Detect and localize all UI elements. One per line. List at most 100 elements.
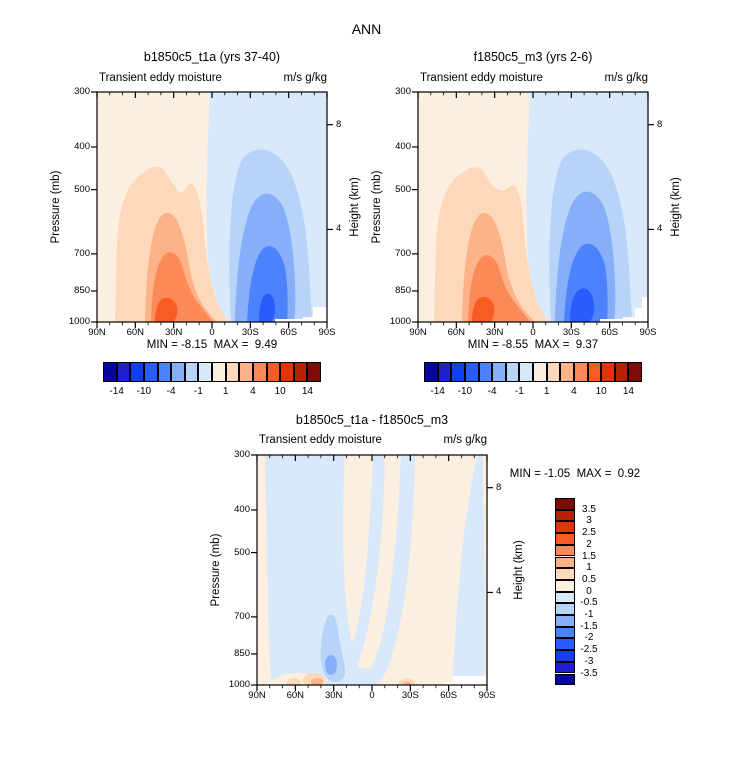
pressure-tick-label: 700: [234, 610, 250, 622]
x-tick-label: 30S: [241, 327, 259, 338]
colorbar-cell: [130, 362, 144, 382]
pressure-tick-label: 700: [74, 247, 90, 259]
colorbar-cell: [239, 362, 253, 382]
colorbar-tick-label: 10: [274, 386, 286, 397]
panel3-minmax: MIN = -1.05 MAX = 0.92: [509, 468, 641, 480]
colorbar-cell: [555, 521, 575, 534]
colorbar-cell: [587, 362, 602, 382]
colorbar-tick-label: 1: [586, 562, 592, 574]
colorbar-cell: [628, 362, 642, 382]
contour-fill-layer: [418, 92, 648, 322]
panel1-field-label: Transient eddy moisture: [99, 72, 222, 84]
pressure-tick-label: 850: [74, 284, 90, 296]
colorbar-tick-label: -3.5: [580, 667, 598, 679]
figure-title: ANN: [351, 21, 382, 37]
colorbar-cell: [171, 362, 185, 382]
panel2-title: f1850c5_m3 (yrs 2-6): [473, 50, 593, 64]
colorbar-cell: [198, 362, 212, 382]
colorbar-cell: [437, 362, 452, 382]
pressure-tick-label: 500: [234, 546, 250, 558]
panel3-field-label: Transient eddy moisture: [259, 434, 382, 446]
x-tick-label: 90N: [88, 327, 106, 338]
contour-fill-layer: [97, 92, 327, 322]
colorbar-cell: [546, 362, 561, 382]
colorbar-cell: [478, 362, 493, 382]
panel1-title: b1850c5_t1a (yrs 37-40): [143, 50, 281, 64]
colorbar-tick-label: -1: [514, 386, 524, 397]
x-tick-label: 30N: [485, 327, 504, 338]
x-tick-label: 60N: [286, 690, 305, 701]
height-tick-label: 4: [496, 586, 502, 598]
pressure-tick-label: 1000: [228, 679, 250, 690]
panel2-contour-plot: [412, 91, 654, 328]
pressure-tick-label: 400: [74, 140, 90, 152]
panel2-minmax: MIN = -8.55 MAX = 9.37: [467, 339, 599, 351]
pressure-tick-label: 1000: [68, 316, 90, 327]
colorbar-cell: [143, 362, 158, 382]
colorbar-tick-label: -14: [430, 386, 445, 397]
colorbar-tick-label: -4: [487, 386, 497, 397]
panel3-units-label: m/s g/kg: [443, 434, 487, 446]
colorbar-cell: [103, 362, 117, 382]
panel3-contour-plot: [251, 454, 493, 691]
pressure-tick-label: 1000: [389, 316, 411, 327]
colorbar-tick-label: -4: [166, 386, 176, 397]
colorbar-cell: [533, 362, 547, 382]
colorbar-tick-label: 2.5: [582, 527, 596, 539]
colorbar-cell: [555, 603, 575, 615]
colorbar-tick-label: -2.5: [580, 644, 598, 656]
pressure-tick-label: 400: [395, 140, 411, 152]
x-tick-label: 90S: [318, 327, 336, 338]
x-tick-label: 0: [369, 690, 375, 701]
colorbar-tick-label: -2: [584, 632, 594, 644]
colorbar-tick-label: 4: [571, 386, 577, 397]
pressure-tick-label: 850: [395, 284, 411, 296]
panel1-units-label: m/s g/kg: [283, 72, 327, 84]
panel3-title: b1850c5_t1a - f1850c5_m3: [295, 413, 449, 427]
colorbar-cell: [225, 362, 240, 382]
colorbar-cell: [555, 579, 575, 592]
colorbar-tick-label: 2: [586, 538, 592, 550]
panel3-pressure-axis-label: Pressure (mb): [210, 533, 222, 607]
panel1-pressure-axis-label: Pressure (mb): [50, 170, 62, 244]
colorbar-cell: [505, 362, 520, 382]
colorbar-cell: [157, 362, 172, 382]
colorbar-tick-label: 1.5: [582, 550, 596, 562]
colorbar-cell: [555, 650, 575, 662]
colorbar-cell: [555, 638, 575, 651]
x-tick-label: 60S: [440, 690, 458, 701]
colorbar-cell: [424, 362, 438, 382]
x-tick-label: 90N: [248, 690, 266, 701]
panel3-height-axis-label: Height (km): [513, 540, 525, 600]
x-tick-label: 90S: [478, 690, 496, 701]
height-tick-label: 4: [657, 223, 663, 235]
panel2-pressure-axis-label: Pressure (mb): [371, 170, 383, 244]
x-tick-label: 30S: [562, 327, 580, 338]
pressure-tick-label: 400: [234, 503, 250, 515]
contour-fill-layer: [257, 455, 487, 685]
colorbar-tick-label: -0.5: [580, 597, 598, 609]
colorbar-cell: [555, 568, 575, 580]
colorbar-cell: [555, 556, 575, 569]
panel2-height-axis-label: Height (km): [670, 177, 682, 237]
panel1-minmax: MIN = -8.15 MAX = 9.49: [146, 339, 278, 351]
colorbar-cell: [560, 362, 574, 382]
colorbar-cell: [492, 362, 506, 382]
colorbar-tick-label: -3: [584, 655, 594, 667]
colorbar-tick-label: -14: [109, 386, 124, 397]
colorbar-cell: [280, 362, 294, 382]
panel1-height-axis-label: Height (km): [349, 177, 361, 237]
colorbar-tick-label: 4: [250, 386, 256, 397]
colorbar-tick-label: 14: [301, 386, 313, 397]
colorbar-tick-label: 3: [586, 515, 592, 527]
x-tick-label: 0: [530, 327, 536, 338]
colorbar-tick-label: -1: [584, 609, 594, 620]
colorbar-cell: [555, 615, 575, 627]
x-tick-label: 60N: [126, 327, 145, 338]
colorbar-cell: [307, 362, 321, 382]
colorbar-tick-label: -1.5: [580, 620, 598, 632]
colorbar-tick-label: 14: [622, 386, 634, 397]
x-tick-label: 30N: [324, 690, 343, 701]
colorbar-cell: [519, 362, 533, 382]
